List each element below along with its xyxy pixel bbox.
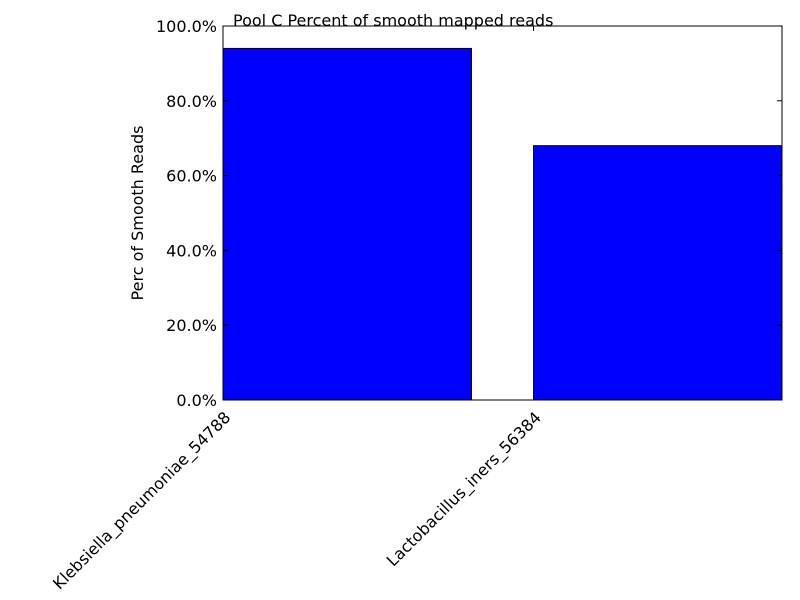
x-tick-label: Lactobacillus_iners_56384	[383, 408, 546, 571]
y-ticks-group: 0.0% 20.0% 40.0% 60.0% 80.0% 100.0%	[156, 17, 782, 410]
bar-1	[533, 145, 783, 401]
y-tick-label: 0.0%	[176, 391, 217, 410]
chart-title: Pool C Percent of smooth mapped reads	[233, 11, 553, 30]
y-tick-label: 80.0%	[166, 92, 217, 111]
bars-group	[222, 47, 783, 401]
bar-0	[222, 47, 472, 401]
plot-frame	[222, 25, 783, 401]
y-tick-label: 20.0%	[166, 316, 217, 335]
y-tick-label: 40.0%	[166, 241, 217, 260]
y-tick-label: 100.0%	[156, 17, 217, 36]
x-tick-label: Klebsiella_pneumoniae_54788	[49, 408, 235, 594]
y-tick-label: 60.0%	[166, 167, 217, 186]
y-axis-label: Perc of Smooth Reads	[128, 126, 147, 301]
